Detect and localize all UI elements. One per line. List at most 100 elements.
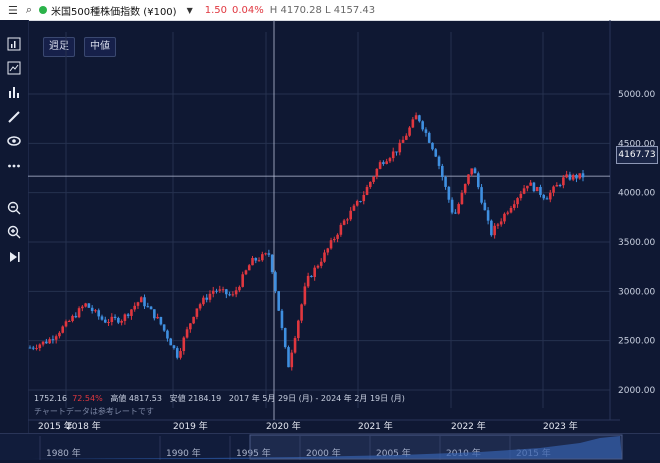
info-range: 2017 年 5月 29日 (月) - 2024 年 2月 19日 (月) bbox=[228, 394, 405, 403]
y-tick-label: 3000.00 bbox=[618, 287, 655, 297]
candle-body bbox=[427, 132, 431, 143]
navigator-tick-label: 1990 年 bbox=[166, 447, 201, 459]
candle-body bbox=[87, 303, 91, 308]
y-tick-label: 3500.00 bbox=[618, 238, 655, 248]
top-bar: ☰ ⌕ 米国500種株価指数 (¥100) ▼ 1.50 0.04% H 417… bbox=[0, 0, 660, 21]
candle-body bbox=[48, 339, 51, 344]
x-tick-label: 2021 年 bbox=[358, 420, 393, 432]
y-tick-label: 5000.00 bbox=[618, 90, 655, 100]
candle-body bbox=[257, 260, 261, 262]
navigator-tick-label: 1995 年 bbox=[236, 447, 271, 459]
candle-body bbox=[110, 316, 114, 323]
more-icon[interactable] bbox=[4, 156, 24, 176]
candle-body bbox=[519, 193, 523, 199]
candle-body bbox=[166, 330, 169, 339]
candle-body bbox=[522, 188, 526, 194]
bar-chart-icon[interactable] bbox=[4, 82, 24, 102]
chevron-down-icon[interactable]: ▼ bbox=[186, 5, 193, 15]
info-change: 1752.16 bbox=[34, 394, 68, 403]
candle-body bbox=[306, 275, 310, 287]
candle-body bbox=[444, 177, 447, 187]
candle-body bbox=[228, 294, 231, 296]
candle-body bbox=[215, 290, 218, 292]
status-dot bbox=[39, 6, 48, 14]
candle-body bbox=[45, 341, 48, 344]
x-tick-label: 2020 年 bbox=[266, 420, 301, 432]
candle-body bbox=[267, 253, 271, 255]
x-tick-label: 2015 年 bbox=[38, 420, 73, 432]
candle-body bbox=[74, 315, 78, 318]
price-type-button[interactable]: 中値 bbox=[84, 37, 116, 57]
candle-body bbox=[555, 185, 559, 187]
candle-body bbox=[172, 345, 176, 349]
candle-body bbox=[529, 182, 532, 186]
candle-body bbox=[97, 310, 101, 317]
candle-body bbox=[130, 309, 133, 316]
candle-body bbox=[41, 341, 45, 345]
candle-body bbox=[90, 307, 94, 312]
instrument-title[interactable]: 米国500種株価指数 (¥100) bbox=[51, 6, 177, 18]
candle-body bbox=[342, 220, 346, 225]
candle-body bbox=[558, 185, 562, 187]
candle-body bbox=[225, 289, 228, 295]
candle-body bbox=[526, 185, 529, 189]
candle-body bbox=[333, 238, 336, 241]
candle-body bbox=[38, 344, 42, 349]
candle-body bbox=[454, 212, 457, 214]
candle-body bbox=[565, 174, 568, 178]
info-low: 安値 2184.19 bbox=[169, 394, 222, 403]
candle-body bbox=[408, 127, 411, 136]
draw-icon[interactable] bbox=[4, 107, 24, 127]
candle-body bbox=[274, 272, 277, 292]
y-tick-label: 2000.00 bbox=[618, 386, 655, 396]
search-icon[interactable]: ⌕ bbox=[25, 3, 33, 16]
candle-body bbox=[388, 158, 392, 162]
price-chart[interactable]: 5000.00 4500.00 4000.00 3500.00 3000.00 2500.… bbox=[28, 20, 660, 459]
candle-body bbox=[107, 322, 110, 324]
candle-body bbox=[133, 305, 137, 310]
candle-body bbox=[54, 336, 58, 340]
candle-body bbox=[352, 205, 356, 211]
candle-body bbox=[463, 183, 467, 193]
candle-body bbox=[434, 149, 438, 157]
indicator-icon[interactable] bbox=[4, 34, 24, 54]
timeframe-button[interactable]: 週足 bbox=[43, 37, 75, 57]
candle-body bbox=[385, 161, 388, 164]
navigator-tick-label: 1980 年 bbox=[46, 447, 81, 459]
candle-body bbox=[280, 310, 284, 329]
candle-body bbox=[401, 139, 405, 143]
compare-icon[interactable] bbox=[4, 58, 24, 78]
candle-body bbox=[329, 240, 333, 249]
candle-body bbox=[126, 314, 130, 316]
candle-body bbox=[548, 192, 552, 200]
navigator-tick-label: 2000 年 bbox=[306, 447, 341, 459]
candle-body bbox=[120, 320, 123, 323]
eye-icon[interactable] bbox=[4, 131, 24, 151]
candle-body bbox=[159, 316, 163, 325]
candle-body bbox=[205, 297, 208, 300]
candle-body bbox=[336, 234, 339, 239]
menu-icon[interactable]: ☰ bbox=[8, 3, 18, 17]
zoom-out-icon[interactable] bbox=[4, 198, 24, 218]
candle-body bbox=[283, 328, 287, 348]
candle-body bbox=[339, 224, 343, 235]
candle-body bbox=[457, 204, 460, 214]
chart-info-line: 1752.16 72.54% 高値 4817.53 安値 2184.19 201… bbox=[34, 393, 405, 404]
zoom-in-icon[interactable] bbox=[4, 222, 24, 242]
candle-body bbox=[100, 316, 104, 320]
replay-icon[interactable] bbox=[4, 247, 24, 267]
candle-body bbox=[77, 308, 81, 318]
candle-body bbox=[117, 318, 120, 323]
candle-body bbox=[81, 306, 84, 309]
navigator-selection[interactable] bbox=[249, 434, 623, 460]
candle-body bbox=[362, 194, 366, 202]
info-high: 高値 4817.53 bbox=[110, 394, 162, 403]
navigator-area bbox=[30, 436, 622, 459]
candle-body bbox=[421, 121, 424, 130]
candle-body bbox=[418, 115, 421, 122]
candle-body bbox=[470, 168, 474, 175]
candle-body bbox=[254, 257, 258, 261]
x-tick-label: 2023 年 bbox=[543, 420, 578, 432]
candle-body bbox=[326, 248, 330, 253]
